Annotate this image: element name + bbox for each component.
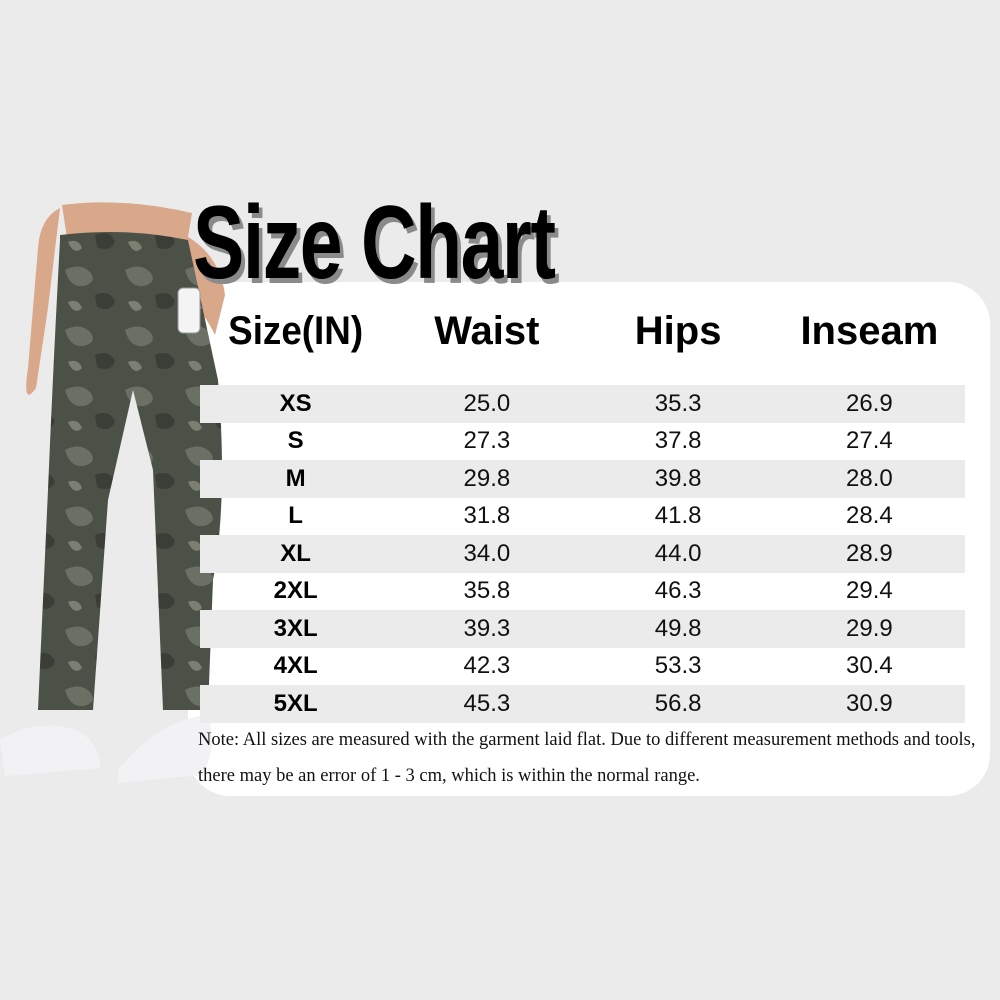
phone-in-pocket — [177, 287, 201, 334]
cell-inseam: 30.4 — [846, 652, 893, 680]
table-header: Size(IN) Waist Hips Inseam — [200, 300, 965, 362]
camo-jogger-pants — [38, 231, 222, 710]
cell-waist: 31.8 — [463, 502, 511, 530]
table-row: M 29.8 39.8 28.0 — [200, 460, 965, 498]
header-hips: Hips — [634, 308, 722, 353]
cell-hips: 41.8 — [654, 502, 702, 530]
page-title: Size Chart — [193, 185, 556, 301]
cell-waist: 35.8 — [463, 577, 511, 605]
cell-inseam: 29.4 — [846, 577, 893, 605]
arm-right — [185, 235, 225, 335]
measurement-note: Note: All sizes are measured with the ga… — [198, 730, 976, 786]
table-row: 4XL 42.3 53.3 30.4 — [200, 648, 965, 686]
cell-hips: 44.0 — [654, 539, 702, 567]
cell-inseam: 28.4 — [846, 502, 893, 530]
cell-inseam: 28.0 — [846, 464, 893, 492]
sneaker-left — [0, 725, 100, 776]
cell-inseam: 27.4 — [846, 427, 893, 455]
cell-size: M — [285, 464, 306, 492]
cell-inseam: 29.9 — [846, 614, 893, 642]
cell-hips: 49.8 — [654, 614, 702, 642]
size-table: Size(IN) Waist Hips Inseam XS 25.0 35.3 26.… — [200, 300, 965, 723]
cell-waist: 39.3 — [463, 614, 511, 642]
table-row: 2XL 35.8 46.3 29.4 — [200, 573, 965, 611]
table-row: 3XL 39.3 49.8 29.9 — [200, 610, 965, 648]
cell-inseam: 26.9 — [846, 389, 893, 417]
header-inseam: Inseam — [800, 308, 939, 353]
cell-size: S — [287, 427, 304, 455]
cell-size: XL — [280, 539, 311, 567]
table-row: L 31.8 41.8 28.4 — [200, 498, 965, 536]
header-size: Size(IN) — [228, 308, 364, 353]
sneaker-right — [118, 715, 212, 783]
table-row: XS 25.0 35.3 26.9 — [200, 385, 965, 423]
cell-hips: 53.3 — [654, 652, 702, 680]
cell-size: L — [288, 502, 303, 530]
model-pants-image — [0, 202, 225, 783]
cell-waist: 25.0 — [463, 389, 511, 417]
table-row: S 27.3 37.8 27.4 — [200, 423, 965, 461]
arm-left — [26, 208, 60, 395]
cell-hips: 46.3 — [654, 577, 702, 605]
cell-size: 4XL — [273, 652, 318, 680]
cell-waist: 29.8 — [463, 464, 511, 492]
cell-waist: 27.3 — [463, 427, 511, 455]
cell-size: 5XL — [273, 689, 318, 717]
table-row: 5XL 45.3 56.8 30.9 — [200, 685, 965, 723]
cell-size: XS — [279, 389, 312, 417]
header-waist: Waist — [434, 308, 540, 353]
table-row: XL 34.0 44.0 28.9 — [200, 535, 965, 573]
cell-hips: 35.3 — [654, 389, 702, 417]
cell-hips: 56.8 — [654, 689, 702, 717]
cell-hips: 39.8 — [654, 464, 702, 492]
cell-waist: 45.3 — [463, 689, 511, 717]
cell-waist: 42.3 — [463, 652, 511, 680]
cell-inseam: 30.9 — [846, 689, 893, 717]
cell-waist: 34.0 — [463, 539, 511, 567]
cell-inseam: 28.9 — [846, 539, 893, 567]
cell-size: 3XL — [273, 614, 318, 642]
cell-size: 2XL — [273, 577, 318, 605]
cell-hips: 37.8 — [654, 427, 702, 455]
